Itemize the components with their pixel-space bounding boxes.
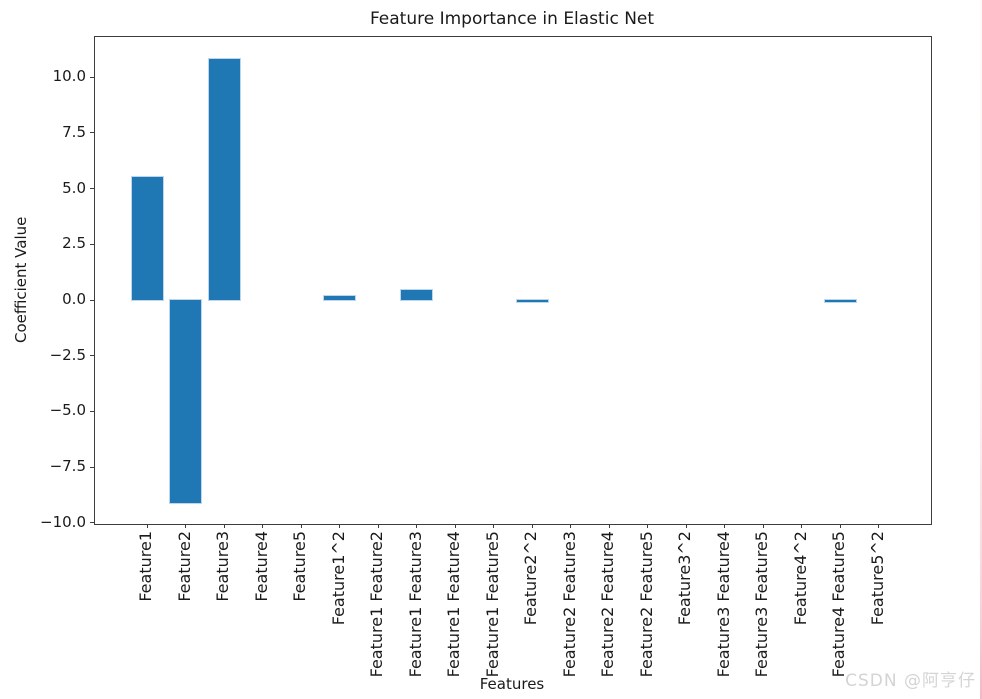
x-tick-label: Feature1^2 (328, 531, 348, 626)
x-tick-mark (801, 524, 802, 528)
x-tick-label: Feature1 Feature2 (367, 531, 386, 678)
x-tick-label: Feature2 Feature4 (598, 531, 617, 678)
x-tick-label: Feature1 Feature5 (482, 531, 502, 678)
y-tick-mark (90, 355, 94, 357)
x-tick-mark (762, 524, 764, 528)
x-tick-mark (339, 524, 340, 528)
x-tick-label: Feature1 (136, 531, 155, 602)
y-tick-label: 2.5 (62, 234, 86, 253)
y-tick-label: 5.0 (62, 178, 86, 197)
bar-feature2 (169, 299, 202, 504)
bar-feature2-2 (515, 298, 549, 304)
x-tick-mark (185, 524, 186, 528)
y-tick-label: 0.0 (62, 290, 86, 308)
y-tick-label: 10.0 (52, 67, 86, 86)
x-tick-label: Feature3 Feature4 (713, 531, 733, 678)
bar-feature1-feature3 (400, 288, 433, 301)
bar-feature1-2 (323, 294, 356, 302)
x-tick-label: Feature3 (213, 531, 232, 602)
x-tick-mark (223, 524, 225, 528)
x-tick-mark (685, 524, 687, 528)
x-tick-label: Feature5 (290, 531, 309, 602)
x-tick-label: Feature4 (251, 531, 271, 602)
x-tick-label: Feature1 Feature4 (444, 531, 463, 678)
y-tick-label: −5.0 (49, 401, 86, 420)
y-tick-label: −7.5 (49, 457, 86, 476)
x-tick-mark (146, 524, 148, 528)
x-tick-mark (300, 524, 302, 528)
chart-title: Feature Importance in Elastic Net (369, 9, 655, 29)
x-tick-label: Feature4 Feature5 (829, 531, 848, 678)
x-tick-mark (608, 524, 610, 528)
x-tick-mark (570, 524, 571, 528)
plot-area (90, 36, 932, 528)
y-tick-mark (90, 299, 94, 301)
x-tick-label: Feature4^2 (790, 531, 810, 626)
y-tick-mark (90, 243, 94, 245)
y-axis-label: Coefficient Value (12, 216, 30, 343)
x-tick-mark (531, 524, 533, 528)
x-tick-mark (724, 524, 725, 528)
y-tick-label: −2.5 (49, 345, 86, 364)
x-tick-mark (377, 524, 379, 528)
watermark: CSDN @阿亨仔 (845, 671, 976, 691)
x-tick-mark (878, 524, 879, 528)
y-tick-mark (90, 188, 94, 190)
x-tick-mark (647, 524, 648, 528)
bar-feature4-feature5 (823, 298, 857, 304)
y-tick-label: −10.0 (40, 512, 86, 531)
x-tick-label: Feature5^2 (867, 531, 887, 626)
y-tick-mark (90, 132, 94, 134)
bar-feature3 (207, 58, 241, 301)
y-tick-label: 7.5 (62, 122, 86, 141)
x-tick-mark (839, 524, 841, 528)
x-tick-label: Feature2 (174, 531, 194, 602)
x-tick-mark (454, 524, 456, 528)
x-tick-mark (493, 524, 494, 528)
x-tick-label: Feature2 Feature5 (636, 531, 656, 678)
x-tick-label: Feature3 Feature5 (752, 531, 771, 678)
x-tick-label: Feature2 Feature3 (559, 531, 579, 678)
x-tick-label: Feature3^2 (675, 531, 694, 626)
x-axis-label: Features (479, 675, 545, 693)
y-tick-mark (90, 76, 94, 78)
x-tick-label: Feature1 Feature3 (405, 531, 425, 678)
bar-feature1 (130, 176, 164, 301)
y-tick-mark (90, 522, 94, 524)
x-tick-mark (416, 524, 417, 528)
x-tick-mark (262, 524, 263, 528)
x-tick-label: Feature2^2 (521, 531, 540, 626)
y-tick-mark (90, 410, 94, 412)
y-tick-mark (90, 466, 94, 468)
